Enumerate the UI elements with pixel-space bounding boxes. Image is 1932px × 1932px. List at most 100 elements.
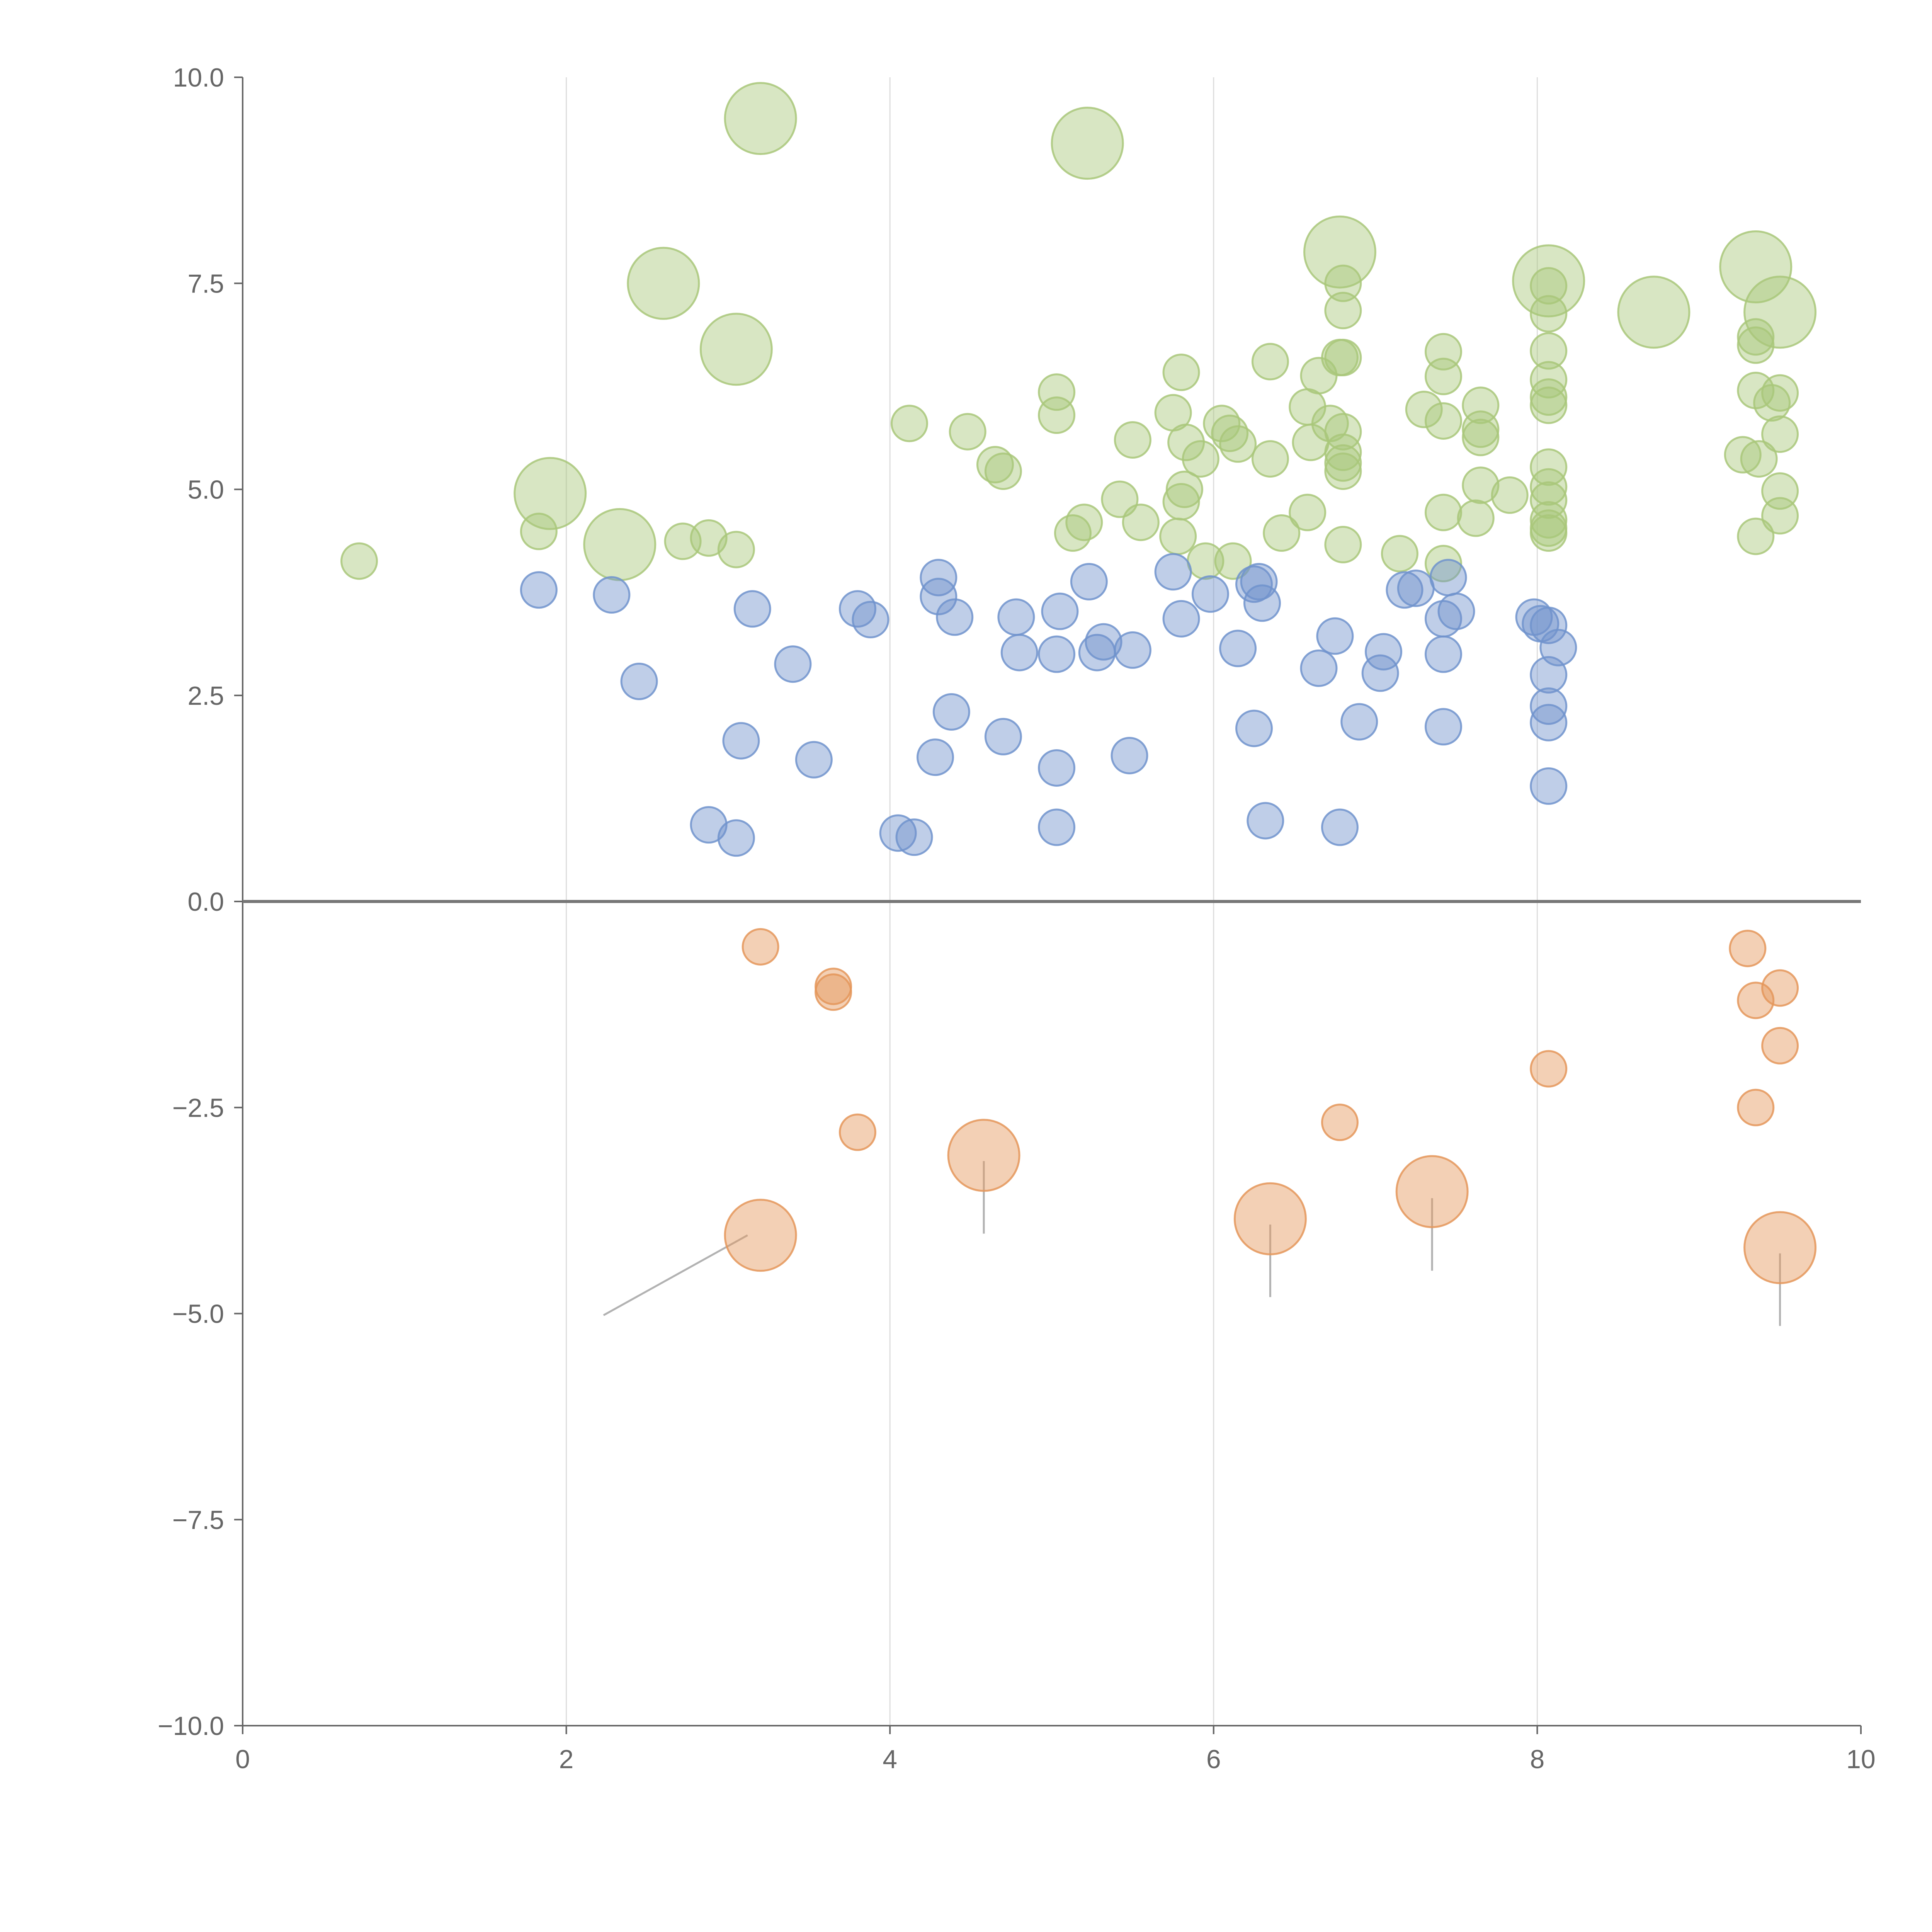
green-data-point bbox=[1491, 476, 1529, 514]
blue-data-point bbox=[593, 576, 631, 614]
blue-data-point bbox=[520, 571, 558, 609]
blue-data-point bbox=[717, 819, 755, 857]
blue-data-point bbox=[1365, 633, 1403, 671]
green-data-point bbox=[1324, 292, 1362, 330]
blue-data-point bbox=[690, 806, 728, 844]
green-data-point bbox=[724, 82, 797, 155]
green-data-point bbox=[1719, 230, 1793, 304]
green-data-point bbox=[717, 531, 755, 568]
green-data-point bbox=[1462, 418, 1500, 456]
y-tick-label: −10.0 bbox=[158, 1711, 224, 1741]
green-data-point bbox=[1162, 354, 1200, 391]
green-data-point bbox=[1051, 107, 1124, 180]
blue-data-point bbox=[1154, 553, 1192, 591]
blue-data-point bbox=[895, 818, 933, 856]
blue-data-point bbox=[1162, 600, 1200, 638]
green-data-point bbox=[1167, 423, 1205, 461]
blue-data-point bbox=[1235, 709, 1273, 747]
orange-data-point bbox=[1321, 1104, 1359, 1141]
green-data-point bbox=[1530, 386, 1568, 424]
blue-data-point bbox=[733, 590, 771, 628]
green-leader-line bbox=[1658, 307, 1708, 313]
blue-data-point bbox=[1243, 584, 1281, 622]
green-data-point bbox=[1114, 421, 1151, 459]
green-data-point bbox=[1405, 391, 1443, 429]
x-tick-label: 8 bbox=[1530, 1745, 1544, 1774]
blue-data-point bbox=[1038, 749, 1076, 787]
orange-data-point bbox=[1737, 1088, 1775, 1126]
x-tick-label: 4 bbox=[883, 1745, 897, 1774]
blue-data-point bbox=[1530, 687, 1568, 725]
green-data-point bbox=[1054, 514, 1092, 552]
green-leader-line bbox=[1763, 254, 1773, 264]
blue-data-point bbox=[920, 578, 957, 616]
blue-data-point bbox=[852, 601, 889, 639]
green-data-point bbox=[1251, 440, 1289, 478]
green-data-point bbox=[1324, 338, 1362, 376]
green-data-point bbox=[340, 542, 378, 580]
y-tick-label: 0.0 bbox=[187, 887, 224, 917]
green-data-point bbox=[1530, 448, 1568, 486]
green-data-point bbox=[1289, 493, 1327, 531]
blue-data-point bbox=[1070, 563, 1108, 600]
blue-data-point bbox=[1038, 808, 1076, 846]
green-data-point bbox=[1462, 410, 1500, 448]
green-data-point bbox=[1737, 517, 1775, 555]
blue-data-point bbox=[620, 662, 658, 700]
green-data-point bbox=[1424, 402, 1462, 440]
blue-series bbox=[520, 553, 1577, 857]
orange-data-point bbox=[1737, 981, 1775, 1019]
blue-data-point bbox=[1397, 569, 1435, 607]
orange-data-point bbox=[838, 1113, 876, 1151]
green-data-point bbox=[583, 508, 656, 581]
green-data-point bbox=[699, 313, 773, 386]
green-data-point bbox=[1530, 378, 1568, 416]
blue-data-point bbox=[1000, 634, 1038, 672]
x-tick-label: 10 bbox=[1846, 1745, 1876, 1774]
green-data-point bbox=[1530, 332, 1568, 370]
blue-data-point bbox=[774, 645, 812, 683]
green-data-point bbox=[1381, 535, 1418, 573]
blue-data-point bbox=[879, 814, 917, 852]
y-tick-label: 5.0 bbox=[187, 475, 224, 505]
green-data-point bbox=[1530, 514, 1568, 552]
blue-data-point bbox=[1386, 571, 1423, 609]
green-data-point bbox=[1530, 295, 1568, 333]
orange-data-point bbox=[1761, 969, 1799, 1007]
blue-data-point bbox=[1424, 708, 1462, 746]
blue-data-point bbox=[1429, 559, 1467, 597]
orange-series bbox=[724, 928, 1817, 1284]
green-leader-line bbox=[741, 346, 777, 350]
blue-data-point bbox=[1340, 703, 1378, 741]
blue-data-point bbox=[722, 722, 760, 760]
green-data-point bbox=[890, 405, 928, 442]
blue-data-point bbox=[1316, 617, 1354, 655]
green-data-point bbox=[1761, 497, 1799, 535]
green-data-point bbox=[1530, 481, 1568, 519]
blue-data-point bbox=[838, 590, 876, 628]
green-data-point bbox=[1303, 215, 1376, 289]
blue-data-point bbox=[1247, 802, 1284, 840]
blue-data-point bbox=[1114, 631, 1151, 669]
blue-data-point bbox=[1300, 649, 1338, 687]
blue-data-point bbox=[920, 559, 957, 597]
green-data-point bbox=[1512, 244, 1585, 318]
green-data-point bbox=[1530, 468, 1568, 506]
y-tick-label: 10.0 bbox=[173, 63, 224, 92]
green-data-point bbox=[1424, 544, 1462, 582]
green-data-point bbox=[1219, 425, 1257, 463]
green-data-point bbox=[1424, 357, 1462, 395]
blue-data-point bbox=[795, 741, 833, 779]
orange-data-point bbox=[1530, 1050, 1568, 1088]
green-data-point bbox=[1038, 373, 1076, 411]
blue-data-point bbox=[1219, 629, 1257, 667]
green-data-point bbox=[984, 452, 1022, 490]
green-data-point bbox=[1761, 374, 1799, 412]
orange-data-point bbox=[742, 928, 779, 966]
green-data-point bbox=[690, 519, 728, 557]
green-data-point bbox=[1263, 514, 1301, 552]
orange-data-point bbox=[1233, 1182, 1307, 1255]
green-data-point bbox=[1530, 267, 1568, 305]
blue-data-point bbox=[936, 598, 974, 636]
